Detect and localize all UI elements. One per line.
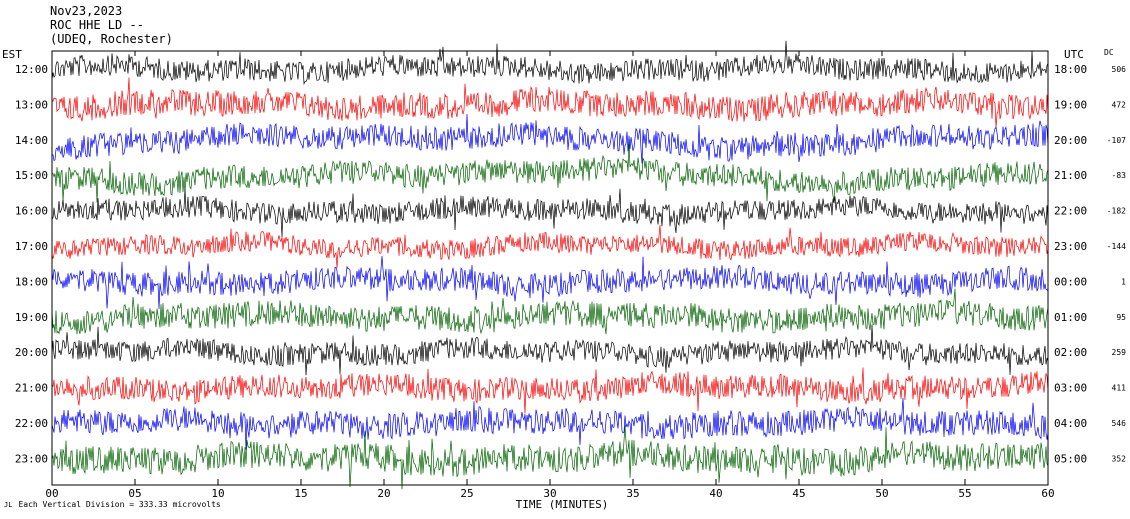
dc-value: -182 — [1107, 207, 1126, 216]
est-label: 20:00 — [15, 346, 48, 359]
x-tick-label: 05 — [128, 487, 141, 500]
x-tick-label: 15 — [294, 487, 307, 500]
utc-label: 20:00 — [1054, 134, 1087, 147]
est-label: 16:00 — [15, 205, 48, 218]
seismic-traces — [51, 40, 1049, 490]
trace-row-5 — [51, 224, 1049, 268]
utc-label: 23:00 — [1054, 240, 1087, 253]
utc-label: 21:00 — [1054, 169, 1087, 182]
trace-row-4 — [51, 188, 1049, 238]
trace-row-8 — [51, 324, 1049, 376]
row-labels: 12:00 18:00 506 13:00 19:00 472 14:00 20:00 -107… — [15, 63, 1126, 465]
trace-row-0 — [51, 40, 1049, 86]
dc-column-header: DC — [1104, 48, 1114, 57]
trace-row-2 — [51, 114, 1049, 164]
utc-label: 18:00 — [1054, 63, 1087, 76]
dc-value: 546 — [1112, 419, 1127, 428]
dc-value: 411 — [1112, 384, 1127, 393]
est-label: 18:00 — [15, 275, 48, 288]
utc-label: 03:00 — [1054, 382, 1087, 395]
x-tick-label: 10 — [211, 487, 224, 500]
x-tick-label: 40 — [709, 487, 722, 500]
x-tick-label: 45 — [792, 487, 805, 500]
trace-row-9 — [51, 367, 1049, 414]
dc-value: -144 — [1107, 242, 1126, 251]
x-tick-label: 55 — [958, 487, 971, 500]
trace-row-10 — [51, 397, 1049, 450]
footer-note: JL Each Vertical Division = 333.33 microv… — [4, 500, 221, 509]
dc-value: 259 — [1112, 348, 1127, 357]
utc-label: 19:00 — [1054, 98, 1087, 111]
dc-value: -107 — [1107, 136, 1126, 145]
header-station: ROC HHE LD -- — [50, 18, 144, 32]
trace-row-7 — [51, 288, 1049, 335]
trace-row-6 — [51, 255, 1049, 310]
footer-scale-note: Each Vertical Division = 333.33 microvol… — [18, 500, 221, 509]
trace-row-3 — [51, 141, 1049, 203]
est-label: 14:00 — [15, 134, 48, 147]
x-tick-label: 60 — [1041, 487, 1054, 500]
est-label: 22:00 — [15, 417, 48, 430]
dc-value: 1 — [1121, 277, 1126, 286]
x-axis-title: TIME (MINUTES) — [516, 498, 609, 511]
utc-label: 01:00 — [1054, 311, 1087, 324]
header-organization: (UDEQ, Rochester) — [50, 32, 173, 46]
trace-row-11 — [51, 425, 1049, 490]
left-timezone-label: EST — [2, 48, 22, 61]
est-label: 23:00 — [15, 452, 48, 465]
footer-mark: JL — [4, 501, 13, 509]
right-timezone-label: UTC — [1064, 48, 1084, 61]
est-label: 19:00 — [15, 311, 48, 324]
dc-value: 472 — [1112, 100, 1127, 109]
dc-value: 506 — [1112, 65, 1127, 74]
x-tick-label: 00 — [45, 487, 58, 500]
est-label: 21:00 — [15, 382, 48, 395]
utc-label: 00:00 — [1054, 275, 1087, 288]
est-label: 15:00 — [15, 169, 48, 182]
dc-value: -83 — [1112, 171, 1127, 180]
x-axis: 00 05 10 15 20 25 30 35 40 45 50 55 60 — [45, 51, 1055, 500]
utc-label: 22:00 — [1054, 205, 1087, 218]
utc-label: 02:00 — [1054, 346, 1087, 359]
x-tick-label: 30 — [543, 487, 556, 500]
est-label: 13:00 — [15, 98, 48, 111]
utc-label: 05:00 — [1054, 452, 1087, 465]
dc-value: 352 — [1112, 454, 1127, 463]
est-label: 17:00 — [15, 240, 48, 253]
x-tick-label: 25 — [460, 487, 473, 500]
dc-value: 95 — [1116, 313, 1126, 322]
trace-row-1 — [51, 77, 1049, 128]
utc-label: 04:00 — [1054, 417, 1087, 430]
x-tick-label: 20 — [377, 487, 390, 500]
x-tick-label: 50 — [875, 487, 888, 500]
header-date: Nov23,2023 — [50, 4, 123, 18]
x-tick-label: 35 — [626, 487, 639, 500]
est-label: 12:00 — [15, 63, 48, 76]
